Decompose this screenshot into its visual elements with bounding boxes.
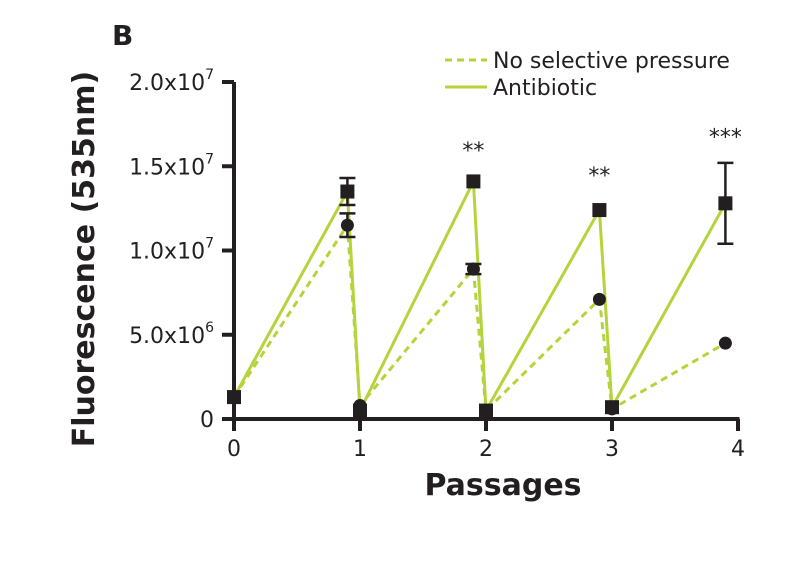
- y-tick-exponent: 6: [205, 320, 214, 336]
- data-point-square: [353, 403, 367, 418]
- data-point-circle: [466, 262, 480, 276]
- y-tick-label: 0: [200, 408, 214, 433]
- x-axis-title: Passages: [424, 468, 581, 503]
- x-tick-label: 4: [731, 437, 745, 462]
- data-point-square: [592, 203, 607, 218]
- data-point-square: [718, 196, 733, 211]
- y-tick-exponent: 7: [205, 236, 214, 252]
- y-tick-label: 5.0x106: [129, 320, 214, 349]
- data-point-square: [227, 390, 241, 405]
- x-tick-label: 3: [605, 437, 619, 462]
- data-point-circle: [592, 292, 606, 306]
- legend-label-no-selective-pressure: No selective pressure: [493, 49, 730, 74]
- significance-marker: **: [462, 139, 484, 164]
- axes: 0 1 2 3 4 0 5.0x106 1.0x107 1.5x107 2.0x107: [129, 67, 745, 462]
- significance-marker: ***: [709, 125, 742, 150]
- x-tick-label: 1: [353, 437, 367, 462]
- series-line-antibiotic: [232, 175, 727, 417]
- panel-label: B: [112, 19, 133, 52]
- significance-marker: **: [588, 164, 610, 189]
- y-tick-label: 1.0x107: [129, 236, 214, 265]
- y-tick-exponent: 7: [205, 151, 214, 167]
- x-tick-label: 2: [479, 437, 493, 462]
- data-point-square: [466, 174, 481, 189]
- plot-area: *******: [227, 125, 742, 418]
- legend-label-antibiotic: Antibiotic: [493, 76, 597, 101]
- y-tick-label: 1.5x107: [129, 151, 214, 180]
- y-axis-title: Fluorescence (535nm): [67, 71, 102, 447]
- x-tick-label: 0: [227, 437, 241, 462]
- data-point-square: [340, 184, 355, 199]
- data-point-circle: [718, 336, 732, 350]
- y-tick-exponent: 7: [205, 67, 214, 83]
- data-point-square: [479, 403, 493, 418]
- legend: No selective pressure Antibiotic: [445, 49, 730, 101]
- y-tick-label: 2.0x107: [129, 67, 214, 96]
- data-point-circle: [340, 218, 354, 232]
- data-point-square: [605, 400, 619, 415]
